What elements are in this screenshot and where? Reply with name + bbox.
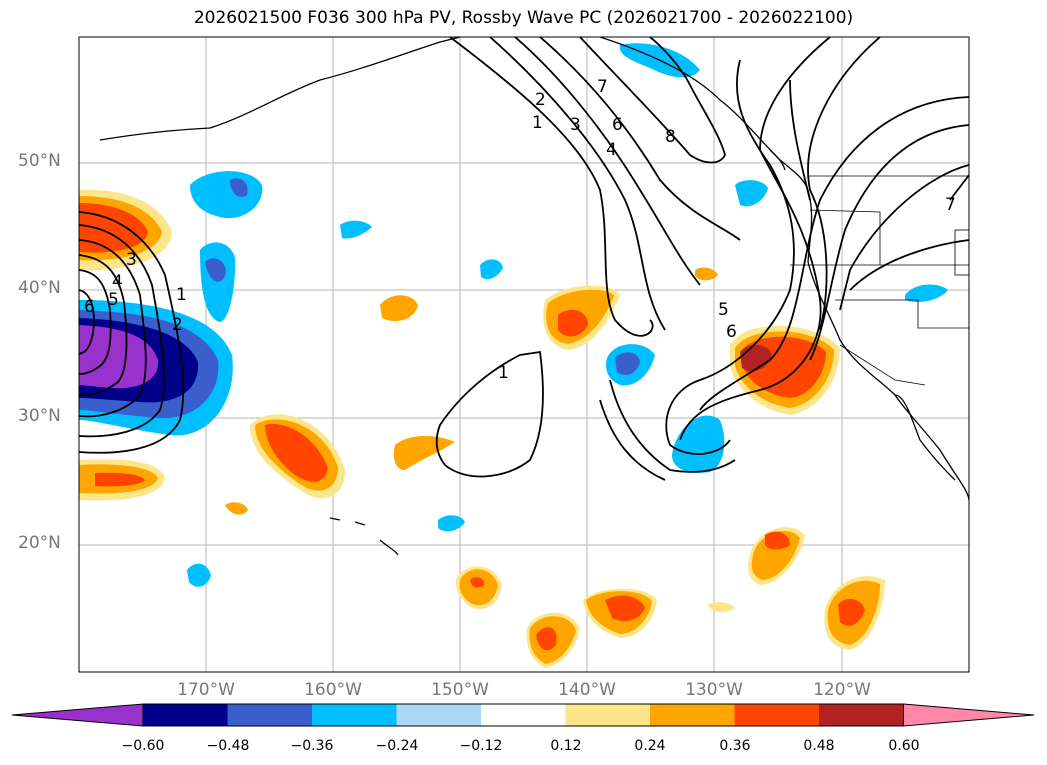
colorbar-cell bbox=[565, 704, 651, 726]
colorbar-cell bbox=[312, 704, 397, 726]
lat-label-50n: 50°N bbox=[18, 151, 61, 171]
colorbar-extend-high bbox=[903, 703, 1035, 727]
colorbar-cell bbox=[143, 704, 228, 726]
colorbar-frame bbox=[142, 703, 904, 727]
lon-label-140w: 140°W bbox=[558, 680, 616, 700]
lon-label-120w: 120°W bbox=[813, 680, 871, 700]
lat-label-30n: 30°N bbox=[18, 406, 61, 426]
contour-label-1: 1 bbox=[532, 113, 543, 133]
rossby-contours bbox=[79, 37, 969, 481]
colorbar-tick: 0.36 bbox=[719, 738, 751, 754]
contour-label-8: 8 bbox=[665, 127, 676, 147]
lon-label-170w: 170°W bbox=[177, 680, 235, 700]
colorbar-tick: −0.12 bbox=[459, 738, 503, 754]
colorbar-cell bbox=[650, 704, 735, 726]
colorbar-tick: −0.36 bbox=[290, 738, 334, 754]
contour-label-3c: 3 bbox=[126, 250, 137, 270]
coastlines bbox=[99, 37, 969, 556]
contour-label-5c: 5 bbox=[108, 290, 119, 310]
contour-label-3: 3 bbox=[570, 115, 581, 135]
lat-label-40n: 40°N bbox=[18, 278, 61, 298]
lon-label-130w: 130°W bbox=[685, 680, 743, 700]
contour-label-2: 2 bbox=[535, 90, 546, 110]
contour-label-4: 4 bbox=[606, 140, 617, 160]
gridlines bbox=[79, 37, 969, 672]
colorbar-cell bbox=[227, 704, 313, 726]
colorbar-cell bbox=[819, 704, 904, 726]
contour-label-7: 7 bbox=[597, 77, 608, 97]
colorbar-cell bbox=[396, 704, 482, 726]
colorbar-tick: 0.12 bbox=[550, 738, 582, 754]
contour-label-6: 6 bbox=[612, 115, 623, 135]
lat-label-20n: 20°N bbox=[18, 533, 61, 553]
lon-label-150w: 150°W bbox=[431, 680, 489, 700]
colorbar-tick: 0.48 bbox=[803, 738, 835, 754]
colorbar-tick: −0.60 bbox=[121, 738, 165, 754]
colorbar-tick: 0.24 bbox=[634, 738, 666, 754]
colorbar-tick: 0.60 bbox=[888, 738, 920, 754]
lon-label-160w: 160°W bbox=[304, 680, 362, 700]
colorbar-cell bbox=[481, 704, 566, 726]
contour-label-4c: 4 bbox=[112, 272, 123, 292]
colorbar-extend-low bbox=[11, 703, 144, 727]
contour-label-6c: 6 bbox=[84, 297, 95, 317]
map-title: 2026021500 F036 300 hPa PV, Rossby Wave … bbox=[193, 8, 854, 28]
map-frame bbox=[78, 36, 970, 673]
contour-label-5: 5 bbox=[718, 300, 729, 320]
contour-label-1c: 1 bbox=[176, 285, 187, 305]
contour-labels: 2 1 3 4 6 7 8 5 6 1 1 2 3 4 5 6 7 bbox=[84, 77, 956, 383]
contour-label-1b: 1 bbox=[498, 363, 509, 383]
colorbar-tick: −0.48 bbox=[206, 738, 250, 754]
contour-label-7c: 7 bbox=[945, 195, 956, 215]
contour-label-2c: 2 bbox=[172, 315, 183, 335]
colorbar-cell bbox=[734, 704, 820, 726]
contour-label-6b: 6 bbox=[726, 322, 737, 342]
colorbar-tick: −0.24 bbox=[375, 738, 419, 754]
